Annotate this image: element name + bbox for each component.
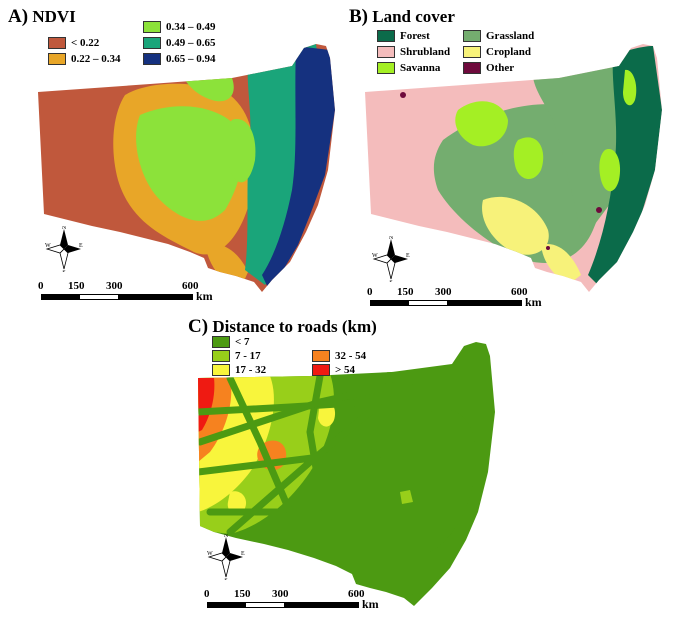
scale-tick: 600 (348, 588, 365, 600)
legend-swatch (143, 53, 161, 65)
panel-title: C) Distance to roads (km) (188, 316, 377, 338)
legend-item: 7 - 17 (212, 350, 261, 362)
legend-swatch (377, 62, 395, 74)
legend-label: 0.65 – 0.94 (166, 53, 216, 65)
legend-item: > 54 (312, 364, 355, 376)
legend-label: 0.49 – 0.65 (166, 37, 216, 49)
legend-swatch (463, 62, 481, 74)
legend-label: Other (486, 62, 515, 74)
panel-title-text: Distance to roads (km) (212, 317, 377, 336)
legend-swatch (377, 46, 395, 58)
legend-swatch (212, 364, 230, 376)
compass-s: S (62, 270, 65, 272)
panel-ndvi: A) NDVI < 0.22 0.22 – 0.34 0.34 – 0.49 0… (0, 0, 343, 312)
scale-tick: 150 (397, 286, 414, 298)
legend-label: 7 - 17 (235, 350, 261, 362)
scale-tick: 600 (511, 286, 528, 298)
legend-label: < 7 (235, 336, 250, 348)
panel-distance-to-roads: C) Distance to roads (km) (170, 312, 520, 624)
scale-tick: 0 (204, 588, 210, 600)
scale-tick: 0 (38, 280, 44, 292)
compass-e: E (241, 551, 245, 557)
compass-e: E (406, 253, 410, 259)
legend-swatch (312, 364, 330, 376)
legend-item: Grassland (463, 30, 534, 42)
legend-swatch (212, 350, 230, 362)
compass-s: S (224, 578, 227, 580)
legend-swatch (212, 336, 230, 348)
compass-e: E (79, 243, 83, 249)
legend-label: > 54 (335, 364, 356, 376)
compass-n: N (224, 534, 229, 539)
scale-bar: 0 150 300 600 km (365, 286, 555, 312)
north-arrow-icon: N S W E (372, 236, 410, 282)
compass-s: S (389, 280, 392, 282)
legend-item: 32 - 54 (312, 350, 366, 362)
scale-tick: 600 (182, 280, 199, 292)
legend-swatch (312, 350, 330, 362)
panel-land-cover: B) Land cover Forest Shrubland Savan (343, 0, 686, 312)
ndvi-map (38, 44, 335, 292)
legend-label: Grassland (486, 30, 535, 42)
legend-label: < 0.22 (71, 37, 100, 49)
legend-item: Other (463, 62, 514, 74)
distance-to-roads-map (198, 342, 495, 606)
legend-item: Cropland (463, 46, 531, 58)
legend-item: 0.34 – 0.49 (143, 21, 216, 33)
legend-label: 17 - 32 (235, 364, 267, 376)
legend-item: Forest (377, 30, 430, 42)
legend-swatch (463, 30, 481, 42)
legend-swatch (143, 37, 161, 49)
scale-bar-graphic (41, 294, 193, 300)
legend-item: 0.22 – 0.34 (48, 53, 121, 65)
land-cover-map (365, 44, 662, 292)
legend-label: 0.22 – 0.34 (71, 53, 121, 65)
legend-item: 0.65 – 0.94 (143, 53, 216, 65)
panel-title: B) Land cover (349, 6, 455, 28)
legend-label: Forest (400, 30, 430, 42)
legend-swatch (377, 30, 395, 42)
legend-item: Savanna (377, 62, 440, 74)
panel-title-text: NDVI (32, 7, 76, 26)
compass-n: N (62, 226, 67, 231)
panel-letter: B) (349, 6, 368, 27)
scale-tick: 0 (367, 286, 373, 298)
compass-w: W (45, 243, 51, 249)
compass-w: W (372, 253, 378, 259)
scale-unit: km (525, 295, 542, 309)
north-arrow-icon: N S W E (45, 226, 83, 272)
panel-title: A) NDVI (8, 6, 76, 28)
legend-item: Shrubland (377, 46, 450, 58)
scale-bar: 0 150 300 600 km (36, 280, 226, 306)
legend-item: 0.49 – 0.65 (143, 37, 216, 49)
legend-item: 17 - 32 (212, 364, 266, 376)
legend-swatch (143, 21, 161, 33)
scale-unit: km (196, 289, 213, 303)
scale-bar: 0 150 300 600 km (202, 588, 392, 614)
legend-label: Cropland (486, 46, 532, 58)
panel-letter: A) (8, 6, 29, 27)
scale-tick: 300 (272, 588, 289, 600)
legend-swatch (463, 46, 481, 58)
scale-tick: 150 (68, 280, 85, 292)
scale-tick: 150 (234, 588, 251, 600)
legend-item: < 0.22 (48, 37, 99, 49)
legend-label: Savanna (400, 62, 441, 74)
scale-bar-graphic (207, 602, 359, 608)
legend-item: < 7 (212, 336, 250, 348)
scale-tick: 300 (435, 286, 452, 298)
legend-label: 32 - 54 (335, 350, 367, 362)
panel-letter: C) (188, 316, 209, 337)
compass-w: W (207, 551, 213, 557)
scale-unit: km (362, 597, 379, 611)
compass-n: N (389, 236, 394, 241)
legend-swatch (48, 37, 66, 49)
scale-tick: 300 (106, 280, 123, 292)
legend-label: 0.34 – 0.49 (166, 21, 216, 33)
panel-title-text: Land cover (372, 7, 455, 26)
legend-swatch (48, 53, 66, 65)
north-arrow-icon: N S W E (207, 534, 245, 580)
legend-label: Shrubland (400, 46, 451, 58)
scale-bar-graphic (370, 300, 522, 306)
